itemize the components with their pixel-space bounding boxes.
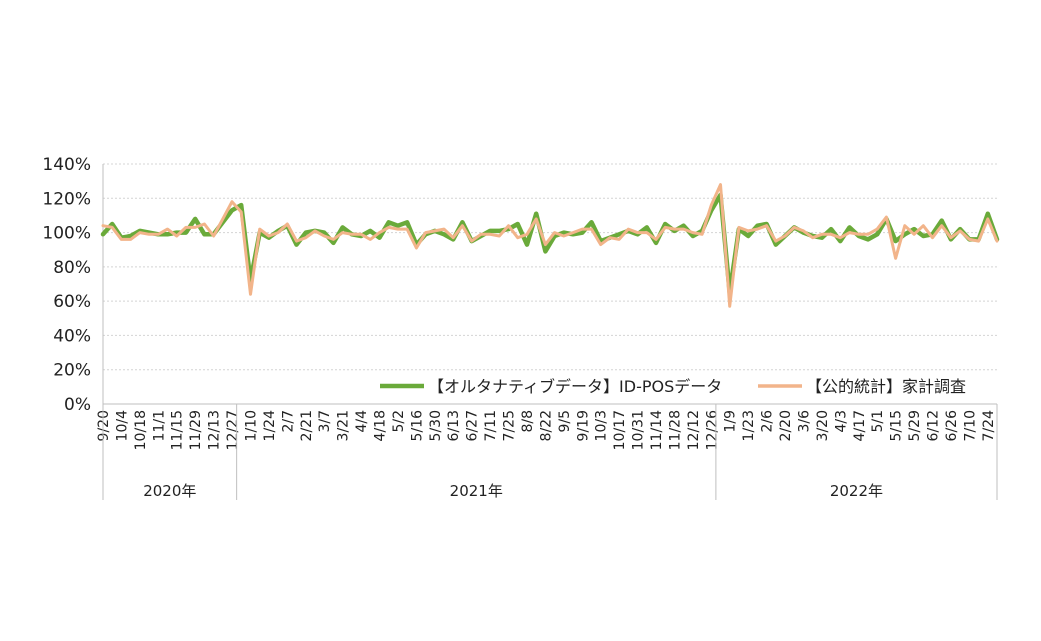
x-tick-label: 12/13 [207,410,223,450]
y-axis-ticks: 0% 20% 40% 60% 80% 100% 120% 140% [42,155,91,415]
x-tick-label: 12/12 [686,410,702,450]
x-tick-label: 4/3 [833,410,849,433]
x-tick-label: 5/29 [907,410,923,441]
series-lines [100,183,1000,308]
legend-label: 【公的統計】家計調査 [806,377,966,396]
x-tick-label: 11/28 [667,410,683,450]
x-tick-label: 9/5 [557,410,573,433]
x-tick-label: 12/27 [225,410,241,450]
x-tick-label: 4/18 [372,410,388,441]
x-tick-label: 9/20 [96,410,112,441]
x-tick-label: 6/27 [465,410,481,441]
x-tick-label: 1/23 [741,410,757,441]
x-tick-label: 10/18 [133,410,149,450]
x-tick-label: 8/22 [538,410,554,441]
x-tick-label: 5/30 [428,410,444,441]
series-line [101,183,999,308]
x-tick-label: 3/6 [796,410,812,433]
x-tick-label: 5/2 [391,410,407,433]
y-tick-label: 120% [42,189,91,209]
x-tick-label: 6/26 [944,410,960,442]
y-tick-label: 80% [53,258,91,278]
legend: 【オルタナティブデータ】ID-POSデータ 【公的統計】家計調査 [380,377,966,396]
year-label: 2022年 [830,482,883,500]
x-tick-label: 2/7 [280,410,296,433]
x-tick-label: 5/15 [889,410,905,441]
year-groups: 2020年 2021年 2022年 [102,404,998,500]
x-tick-label: 11/15 [170,410,186,450]
x-tick-label: 8/8 [520,410,536,433]
x-tick-label: 1/10 [243,410,259,441]
x-tick-label: 6/13 [446,410,462,441]
y-tick-label: 0% [64,395,91,415]
x-tick-label: 2/21 [299,410,315,441]
x-tick-label: 6/12 [925,410,941,441]
x-tick-label: 4/4 [354,410,370,433]
legend-label: 【オルタナティブデータ】ID-POSデータ [428,377,722,396]
x-tick-label: 4/17 [852,410,868,441]
y-tick-label: 100% [42,224,91,244]
x-tick-label: 7/24 [981,410,997,442]
x-tick-label: 7/11 [483,410,499,441]
x-tick-label: 5/16 [409,410,425,442]
y-tick-label: 60% [53,292,91,312]
x-tick-label: 2/20 [778,410,794,441]
x-tick-label: 7/25 [502,410,518,441]
year-label: 2021年 [450,482,503,500]
x-tick-label: 5/1 [870,410,886,433]
x-tick-label: 11/29 [188,410,204,450]
x-tick-label: 9/19 [575,410,591,441]
axes [102,164,997,405]
x-axis-ticks: 9/20 10/4 10/18 11/1 11/15 11/29 12/13 12/27 1/1… [96,410,997,450]
x-tick-label: 3/7 [317,410,333,433]
x-tick-label: 12/26 [704,410,720,450]
x-tick-label: 1/24 [262,410,278,442]
x-tick-label: 10/31 [631,410,647,450]
x-tick-label: 3/21 [336,410,352,441]
x-tick-label: 10/4 [114,410,130,442]
series-line [100,192,1000,295]
x-tick-label: 2/6 [760,410,776,433]
y-tick-label: 140% [42,155,91,175]
year-label: 2020年 [143,482,196,500]
gridlines [103,163,997,371]
x-tick-label: 10/17 [612,410,628,450]
x-tick-label: 1/9 [723,410,739,433]
y-tick-label: 20% [53,361,91,381]
x-tick-label: 3/20 [815,410,831,441]
y-tick-label: 40% [53,326,91,346]
x-tick-label: 7/10 [962,410,978,441]
x-tick-label: 10/3 [594,410,610,441]
x-tick-label: 11/1 [151,410,167,441]
x-tick-label: 11/14 [649,410,665,450]
